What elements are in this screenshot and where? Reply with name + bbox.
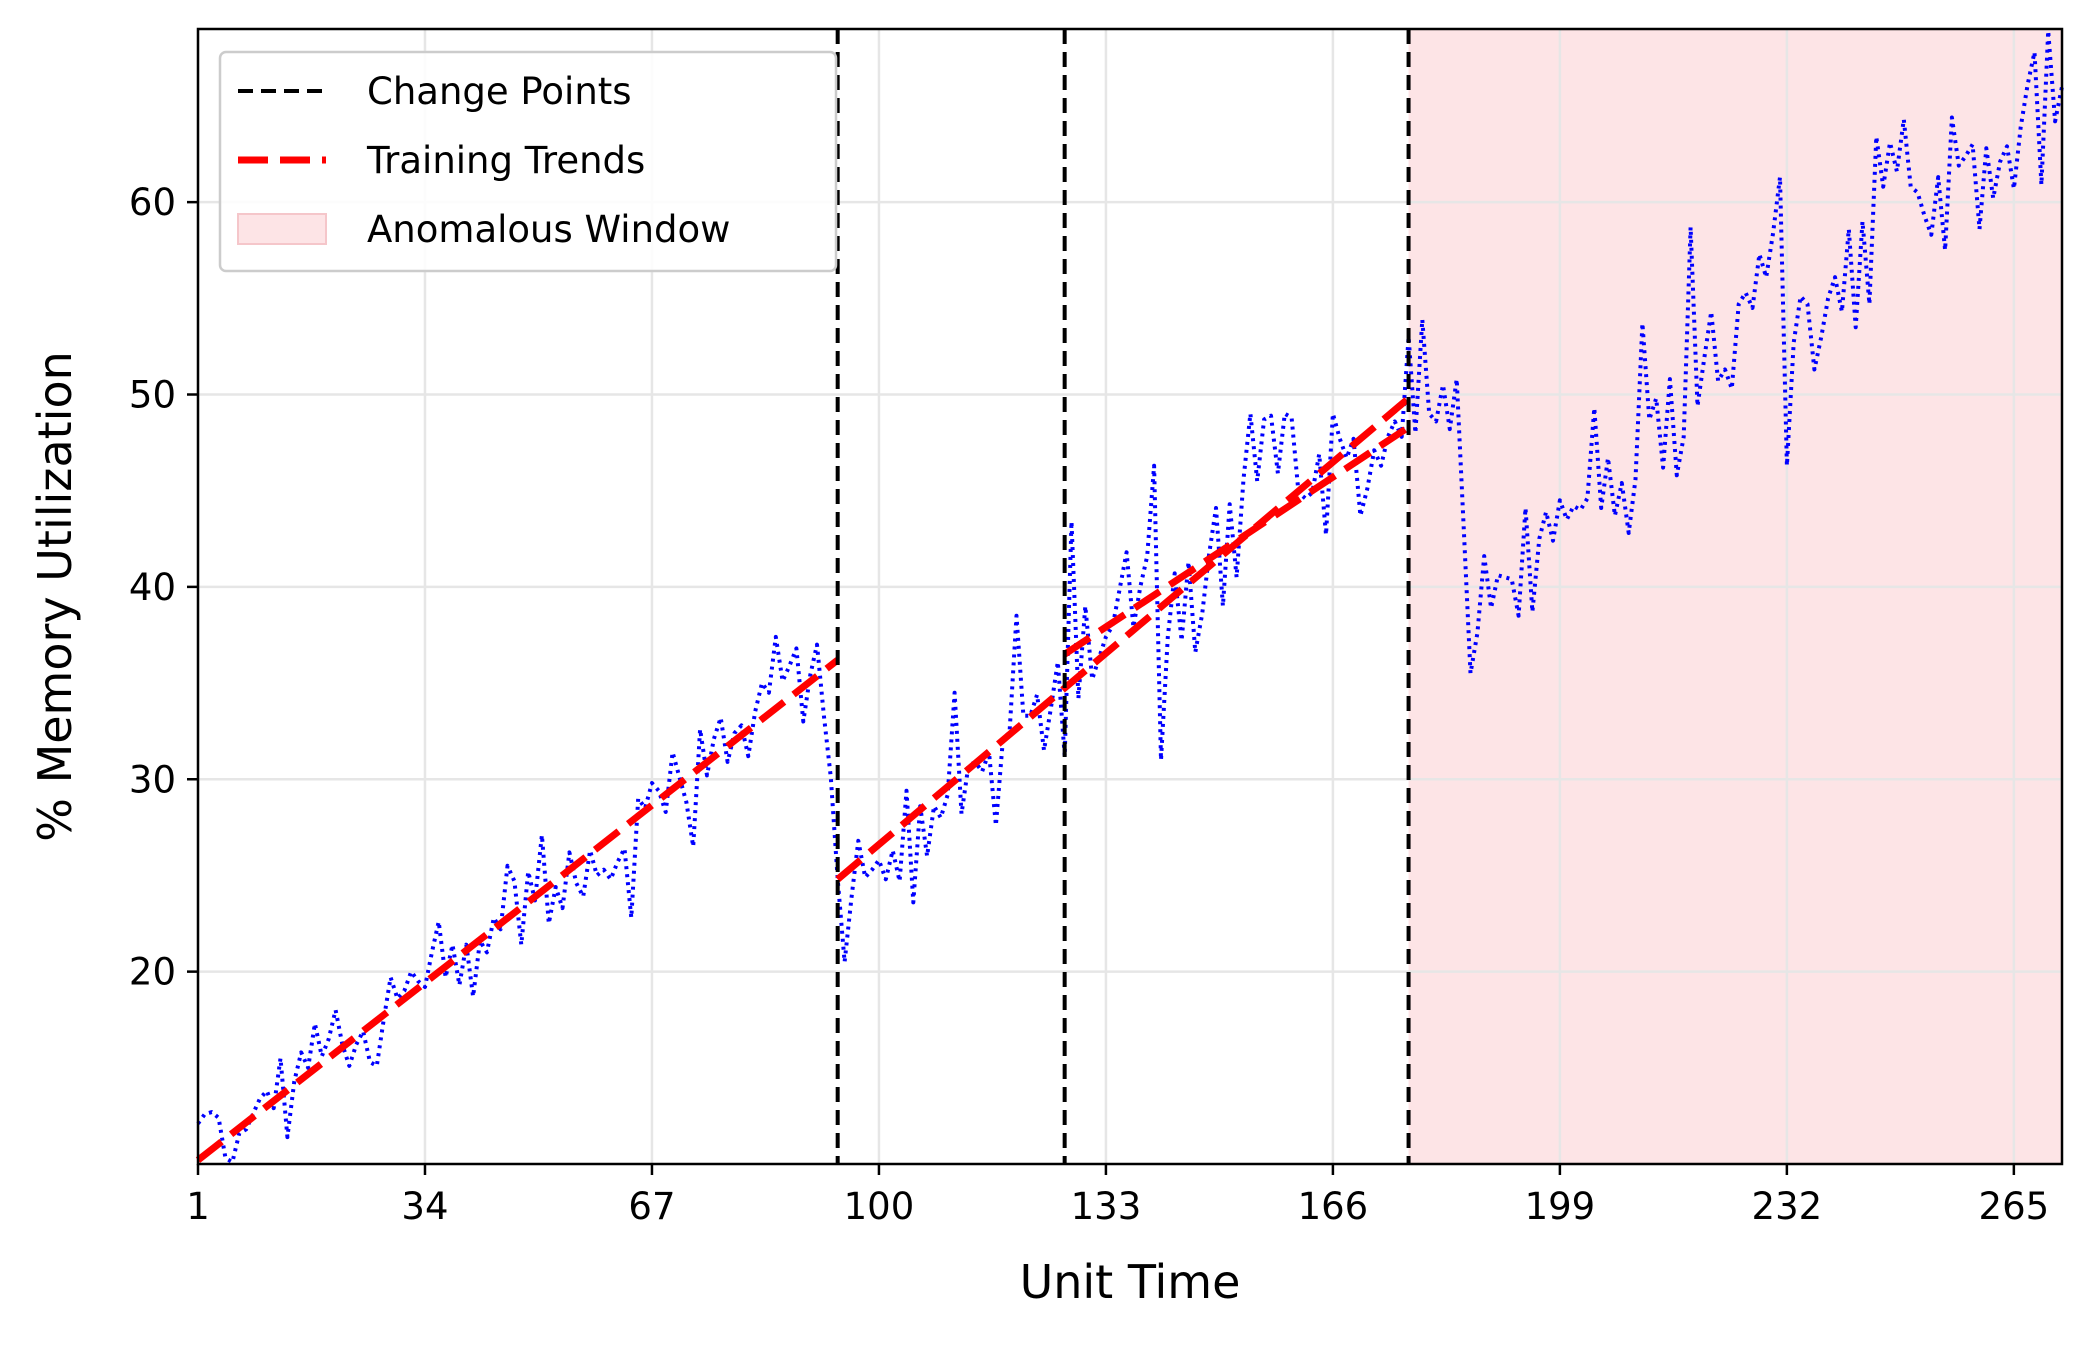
x-tick-label: 265 xyxy=(1979,1185,2050,1228)
y-tick-label: 40 xyxy=(129,566,176,609)
legend-label-anomalous-window: Anomalous Window xyxy=(367,208,730,251)
x-axis-title: Unit Time xyxy=(1020,1255,1241,1309)
axes-frame xyxy=(196,27,2064,1166)
legend: Change Points Training Trends Anomalous … xyxy=(218,50,838,273)
y-axis-title: % Memory Utilization xyxy=(28,351,82,842)
y-tick-label: 20 xyxy=(129,951,176,994)
x-tick-label: 166 xyxy=(1298,1185,1369,1228)
x-tick-label: 100 xyxy=(844,1185,915,1228)
x-tick-label: 232 xyxy=(1752,1185,1823,1228)
series-line xyxy=(196,28,2064,1165)
legend-box xyxy=(218,50,838,273)
x-tick-label: 133 xyxy=(1071,1185,1142,1228)
x-tick-label: 199 xyxy=(1525,1185,1596,1228)
anomalous-window-band xyxy=(1408,29,2062,1164)
training-trend-line xyxy=(195,657,840,1163)
x-tick-label: 34 xyxy=(401,1185,448,1228)
legend-label-training-trends: Training Trends xyxy=(366,139,645,182)
y-tick-label: 30 xyxy=(129,758,176,801)
legend-swatch-anomalous-window xyxy=(237,213,327,245)
x-tick-label: 67 xyxy=(628,1185,675,1228)
x-tick-label: 1 xyxy=(186,1185,210,1228)
y-tick-label: 50 xyxy=(129,374,176,417)
y-tick-label: 60 xyxy=(129,181,176,224)
legend-label-change-points: Change Points xyxy=(367,70,632,113)
training-trend-line xyxy=(1062,424,1411,658)
